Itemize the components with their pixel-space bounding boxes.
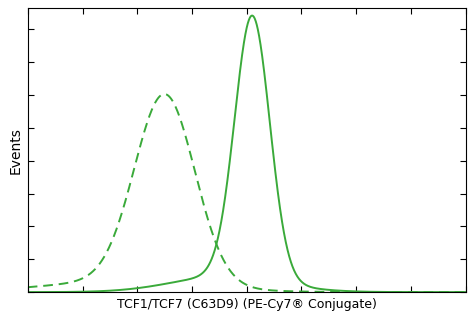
X-axis label: TCF1/TCF7 (C63D9) (PE-Cy7® Conjugate): TCF1/TCF7 (C63D9) (PE-Cy7® Conjugate): [117, 298, 377, 311]
Y-axis label: Events: Events: [9, 127, 22, 174]
